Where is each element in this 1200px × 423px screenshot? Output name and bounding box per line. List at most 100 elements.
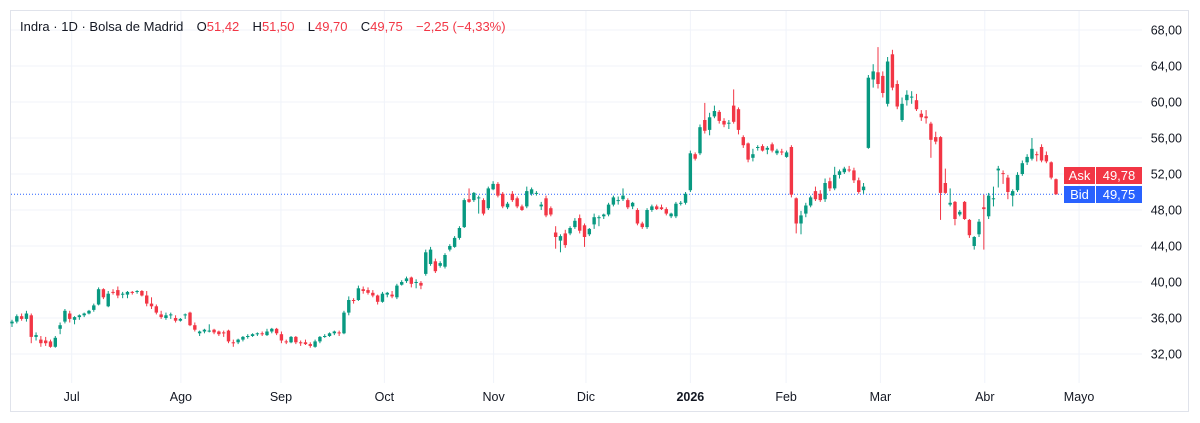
candle-body [679,202,683,204]
candle-body [924,116,928,119]
candle-up [683,192,688,205]
candle-up [621,188,625,201]
candle-body [63,310,67,322]
candle-body [664,209,669,214]
interval[interactable]: 1D [61,19,78,34]
candle-up [823,178,827,202]
candle-down [48,339,53,348]
candle-down [231,339,236,347]
candle-up [428,246,433,266]
candle-body [621,195,625,200]
candle-body [587,228,592,235]
candle-body [780,151,784,153]
bid-label: Bid [1064,186,1095,203]
candle-up [909,91,914,104]
candle-body [707,117,712,130]
candle-down [279,331,284,344]
candle-body [813,191,818,200]
candle-body [395,285,399,298]
candle-up [977,219,981,237]
candle-down [130,291,134,295]
candle-body [549,208,553,215]
candle-body [914,100,919,110]
candle-up [92,303,96,312]
candle-body [505,203,510,208]
candle-body [645,210,649,228]
candle-body [419,282,423,286]
candle-up [250,333,255,337]
candle-body [1044,155,1049,162]
candle-up [712,105,717,119]
candle-down [741,135,745,148]
candle-down [578,214,582,234]
candle-down [29,313,33,344]
candle-down [818,190,822,202]
candle-down [544,195,548,218]
candle-up [597,215,601,227]
symbol-name[interactable]: Indra [20,19,50,34]
candle-body [29,315,33,337]
candle-up [438,261,442,268]
candle-up [462,198,466,228]
candle-up [539,201,543,210]
candle-up [674,201,678,219]
candle-down [221,330,226,337]
candle-body [221,332,226,334]
candle-down [582,223,587,247]
candle-body [895,84,899,107]
candle-body [202,329,207,332]
candle-body [96,289,101,305]
candle-down [212,328,216,335]
time-tick-label: Oct [375,390,395,404]
candle-up [63,309,67,324]
candle-down [924,110,928,124]
candle-body [351,300,356,301]
candle-body [327,333,332,336]
time-tick-label: Dic [577,390,595,404]
candle-down [553,226,558,249]
candle-up [106,291,110,308]
candle-body [169,314,173,316]
candle-down [510,191,515,202]
candle-down [303,339,308,345]
candle-body [751,154,755,158]
candle-up [72,316,77,325]
time-tick-label: Mar [870,390,892,404]
candle-up [491,181,495,191]
candle-up [241,336,245,342]
candle-down [1039,144,1044,163]
candle-up [472,192,476,202]
candle-body [43,340,48,344]
candle-body [48,341,53,347]
candle-up [385,291,389,298]
candle-up [448,244,452,252]
candle-body [962,201,967,219]
candle-down [19,313,24,321]
candle-up [866,75,871,149]
time-tick-label: Abr [975,390,994,404]
candle-body [659,207,664,210]
candle-up [347,296,351,316]
candle-body [58,325,62,329]
candle-body [116,290,120,296]
candle-body [347,300,351,313]
candle-up [457,226,462,240]
candle-down [390,291,394,299]
candle-body [260,333,264,335]
candle-body [630,202,635,207]
candle-down [962,201,967,220]
candle-up [505,201,510,210]
candle-body [149,303,154,307]
candle-up [82,312,86,318]
candle-up [318,336,322,344]
candle-down [140,290,144,297]
candle-up [77,314,82,320]
candle-up [486,186,490,210]
time-tick-label: Feb [775,390,797,404]
candle-body [722,120,726,125]
candle-down [101,288,106,300]
candle-body [958,211,962,215]
open-value: 51,42 [206,19,240,34]
candle-body [818,193,822,201]
